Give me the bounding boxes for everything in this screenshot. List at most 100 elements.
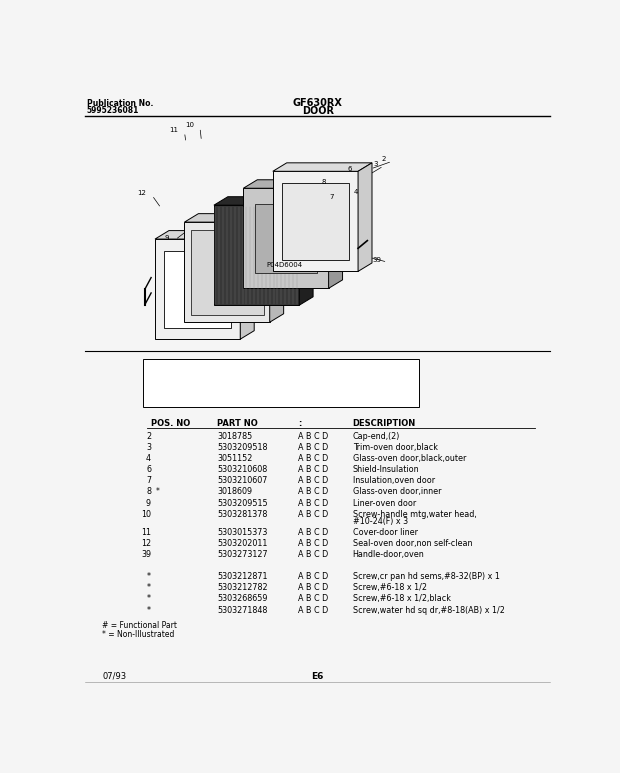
Polygon shape xyxy=(155,239,241,339)
Text: 6: 6 xyxy=(146,465,151,474)
Text: 10: 10 xyxy=(185,122,193,128)
Text: Glass-oven door,black,outer: Glass-oven door,black,outer xyxy=(353,454,466,463)
Text: 6: 6 xyxy=(347,166,352,172)
Text: 9: 9 xyxy=(164,234,169,240)
Text: DOOR: DOOR xyxy=(302,106,334,116)
Text: 39: 39 xyxy=(372,257,381,263)
Text: *: * xyxy=(147,605,151,615)
Text: 11: 11 xyxy=(169,127,179,133)
Text: # = Functional Part: # = Functional Part xyxy=(102,621,177,630)
Text: 2: 2 xyxy=(146,431,151,441)
Polygon shape xyxy=(273,172,358,271)
Polygon shape xyxy=(282,183,348,260)
Text: A B C D: A B C D xyxy=(298,476,329,485)
Text: 2: 2 xyxy=(381,156,386,162)
Text: E6: E6 xyxy=(312,672,324,681)
Text: 5303209515: 5303209515 xyxy=(217,499,268,508)
Text: D =  GF630RX (GF630RXD3): D = GF630RX (GF630RXD3) xyxy=(148,394,265,404)
Polygon shape xyxy=(191,230,264,315)
Text: 5303268659: 5303268659 xyxy=(217,594,267,604)
Text: 12: 12 xyxy=(141,539,151,548)
Text: GF630RX: GF630RX xyxy=(293,98,343,108)
Text: A B C D: A B C D xyxy=(298,550,329,559)
Text: Cover-door liner: Cover-door liner xyxy=(353,528,418,536)
Text: Seal-oven door,non self-clean: Seal-oven door,non self-clean xyxy=(353,539,472,548)
Text: 10: 10 xyxy=(141,509,151,519)
Text: Handle-door,oven: Handle-door,oven xyxy=(353,550,424,559)
Text: * = Non-Illustrated: * = Non-Illustrated xyxy=(102,630,175,638)
Text: 5303210608: 5303210608 xyxy=(217,465,267,474)
Text: *: * xyxy=(156,488,160,496)
Polygon shape xyxy=(358,163,372,271)
Text: Screw-handle mtg,water head,: Screw-handle mtg,water head, xyxy=(353,509,476,519)
Text: 7: 7 xyxy=(329,195,334,200)
Polygon shape xyxy=(241,230,254,339)
Text: A B C D: A B C D xyxy=(298,431,329,441)
Text: Screw,#6-18 x 1/2,black: Screw,#6-18 x 1/2,black xyxy=(353,594,451,604)
Text: :: : xyxy=(298,419,302,428)
Text: A B C D: A B C D xyxy=(298,488,329,496)
Text: A B C D: A B C D xyxy=(298,572,329,581)
Text: B =  GF630RX (GF630RXD2): B = GF630RX (GF630RXD2) xyxy=(148,373,265,383)
Text: 3018609: 3018609 xyxy=(217,488,252,496)
Polygon shape xyxy=(185,213,283,222)
Text: A B C D: A B C D xyxy=(298,539,329,548)
Polygon shape xyxy=(273,163,372,172)
Text: 5303271848: 5303271848 xyxy=(217,605,267,615)
Text: A B C D: A B C D xyxy=(298,465,329,474)
Text: 5303281378: 5303281378 xyxy=(217,509,267,519)
Text: Glass-oven door,inner: Glass-oven door,inner xyxy=(353,488,441,496)
Text: Trim-oven door,black: Trim-oven door,black xyxy=(353,443,438,451)
Text: DESCRIPTION: DESCRIPTION xyxy=(353,419,416,428)
Text: A B C D: A B C D xyxy=(298,509,329,519)
Polygon shape xyxy=(185,222,270,322)
Text: Publication No.: Publication No. xyxy=(87,99,153,108)
Text: A B C D: A B C D xyxy=(298,443,329,451)
Text: A B C D: A B C D xyxy=(298,454,329,463)
Polygon shape xyxy=(155,230,254,239)
Text: Screw,water hd sq dr,#8-18(AB) x 1/2: Screw,water hd sq dr,#8-18(AB) x 1/2 xyxy=(353,605,505,615)
Polygon shape xyxy=(255,203,317,273)
Text: 5303202011: 5303202011 xyxy=(217,539,267,548)
Text: Liner-oven door: Liner-oven door xyxy=(353,499,416,508)
Polygon shape xyxy=(329,180,342,288)
Text: A B C D: A B C D xyxy=(298,528,329,536)
Text: 5303273127: 5303273127 xyxy=(217,550,268,559)
Text: 3018785: 3018785 xyxy=(217,431,252,441)
Text: A B C D: A B C D xyxy=(298,584,329,592)
Text: 5303015373: 5303015373 xyxy=(217,528,267,536)
Text: *: * xyxy=(147,584,151,592)
Text: 07/93: 07/93 xyxy=(102,672,126,681)
Text: 5303209518: 5303209518 xyxy=(217,443,267,451)
Polygon shape xyxy=(214,205,299,305)
Polygon shape xyxy=(214,196,313,205)
Text: *: * xyxy=(147,594,151,604)
Text: A B C D: A B C D xyxy=(298,594,329,604)
Text: 5303212871: 5303212871 xyxy=(217,572,267,581)
Text: Cap-end,(2): Cap-end,(2) xyxy=(353,431,400,441)
Text: 8: 8 xyxy=(146,488,151,496)
Text: A =  GF630RX (GF630RXW1): A = GF630RX (GF630RXW1) xyxy=(148,363,265,372)
Text: Shield-Insulation: Shield-Insulation xyxy=(353,465,419,474)
Text: 3: 3 xyxy=(146,443,151,451)
Polygon shape xyxy=(243,189,329,288)
Text: *: * xyxy=(147,572,151,581)
Text: 8: 8 xyxy=(322,179,326,185)
Text: 7: 7 xyxy=(146,476,151,485)
Text: C =  GF630RX (GF630RXW3): C = GF630RX (GF630RXW3) xyxy=(148,384,265,393)
Text: 11: 11 xyxy=(141,528,151,536)
Polygon shape xyxy=(270,213,283,322)
Text: 5303210607: 5303210607 xyxy=(217,476,267,485)
Text: A B C D: A B C D xyxy=(298,499,329,508)
Text: POS. NO: POS. NO xyxy=(151,419,190,428)
Text: 5995236081: 5995236081 xyxy=(87,106,139,115)
Text: 5303212782: 5303212782 xyxy=(217,584,268,592)
FancyBboxPatch shape xyxy=(143,359,418,407)
Polygon shape xyxy=(299,196,313,305)
Text: 4: 4 xyxy=(353,189,358,195)
Text: 4: 4 xyxy=(146,454,151,463)
Polygon shape xyxy=(164,250,231,328)
Text: #10-24(F) x 3: #10-24(F) x 3 xyxy=(353,516,408,526)
Polygon shape xyxy=(243,180,342,189)
Text: A B C D: A B C D xyxy=(298,605,329,615)
